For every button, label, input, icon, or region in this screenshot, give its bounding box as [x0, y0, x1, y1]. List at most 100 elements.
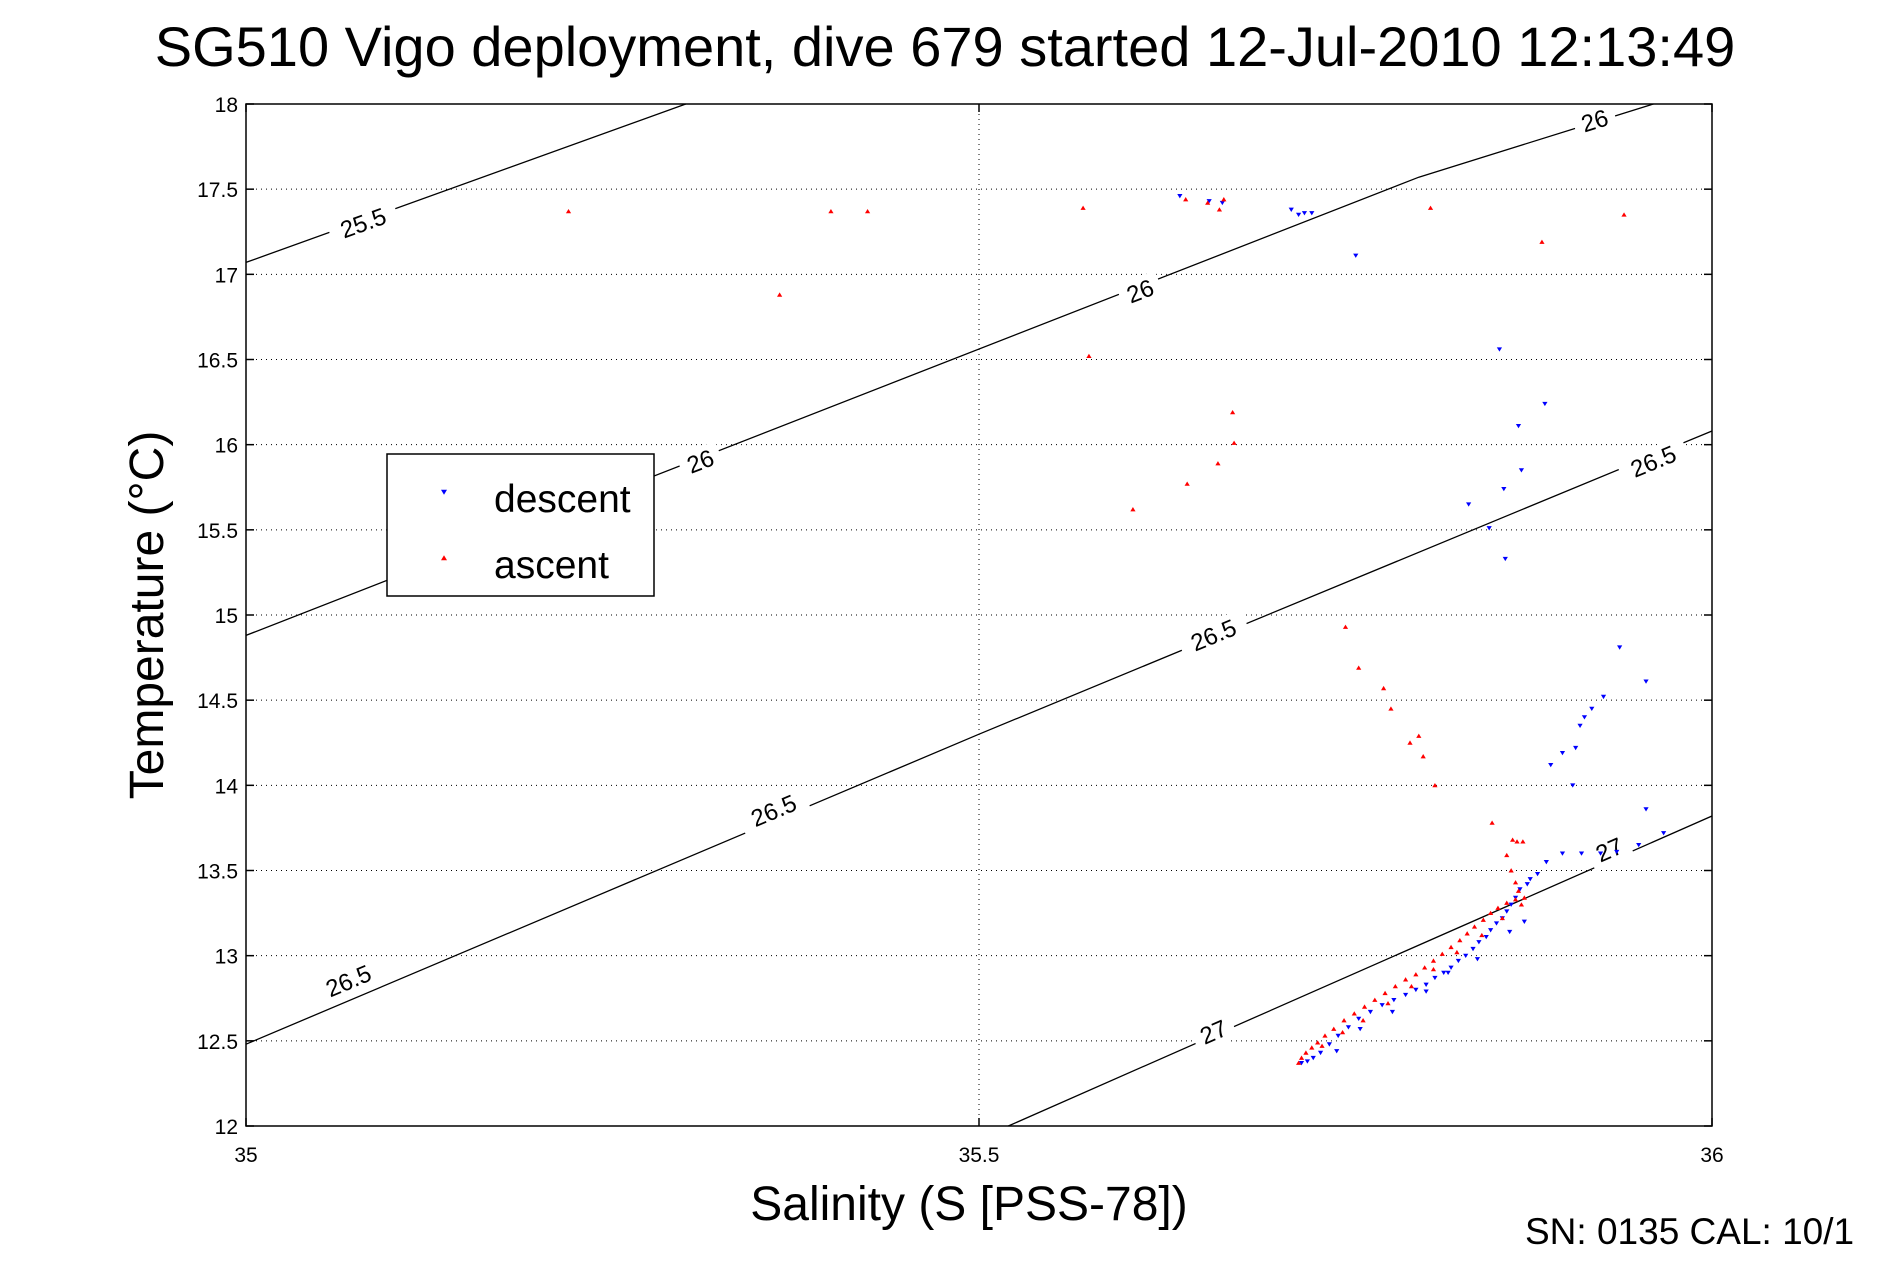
ascent-point: [1403, 977, 1409, 982]
descent-point: [1423, 982, 1429, 987]
descent-point: [1304, 1059, 1310, 1064]
ascent-point: [1432, 782, 1438, 788]
ascent-point: [1341, 1018, 1347, 1023]
ascent-point: [1183, 197, 1189, 202]
legend-box: [386, 453, 655, 597]
ascent-point: [1339, 1029, 1346, 1035]
ascent-point: [1489, 820, 1495, 825]
x-tick-label: 36: [1700, 1144, 1723, 1167]
contour-label-group: 27: [1188, 1011, 1239, 1054]
contour-label-mask: [310, 954, 387, 1008]
ascent-point: [1388, 706, 1394, 711]
ascent-point: [1539, 239, 1545, 244]
ascent-point: [1416, 733, 1422, 738]
ascent-point: [1184, 481, 1190, 486]
ascent-point: [1413, 972, 1419, 977]
descent-point: [1455, 958, 1461, 964]
ascent-point: [1080, 205, 1086, 210]
descent-point: [1486, 526, 1492, 531]
descent-point: [1334, 1049, 1340, 1054]
descent-point: [1488, 928, 1494, 933]
descent-point: [1600, 694, 1607, 700]
ascent-point: [1372, 997, 1378, 1002]
ascent-point: [777, 292, 783, 297]
y-tick-label: 17: [215, 264, 238, 287]
ascent-point: [1499, 915, 1505, 921]
descent-point: [1470, 946, 1476, 952]
descent-point: [1367, 1009, 1374, 1015]
y-tick-label: 12.5: [197, 1031, 238, 1054]
descent-point: [1534, 871, 1541, 877]
y-tick-label: 15: [215, 605, 238, 628]
ascent-point: [1319, 1043, 1325, 1048]
ascent-point: [828, 208, 834, 214]
descent-point: [1581, 715, 1588, 720]
descent-point: [1483, 934, 1489, 940]
ascent-point: [1351, 1011, 1357, 1016]
y-tick-label: 16: [215, 435, 238, 458]
ascent-point: [1315, 1040, 1321, 1045]
descent-point: [1295, 212, 1302, 218]
descent-point: [1474, 957, 1481, 962]
ascent-point: [1621, 212, 1627, 217]
ascent-point: [1457, 937, 1463, 943]
descent-point: [1463, 953, 1469, 959]
contour-label-mask: [1584, 828, 1635, 872]
contour-line-26-5: [245, 430, 1713, 1045]
descent-point: [1310, 1055, 1316, 1061]
descent-point: [1335, 1033, 1341, 1039]
x-tick-label: 35.5: [959, 1144, 1000, 1167]
ascent-point: [1495, 905, 1501, 910]
ascent-point: [1480, 917, 1486, 922]
descent-point: [1524, 882, 1530, 887]
contour-label-mask: [675, 441, 726, 483]
ascent-point: [1479, 932, 1485, 938]
ascent-point: [1382, 990, 1388, 996]
y-tick-label: 15.5: [197, 520, 238, 543]
descent-point: [1597, 851, 1604, 856]
legend: descent ascent: [386, 453, 655, 597]
ascent-point: [1205, 200, 1211, 205]
descent-point: [1441, 970, 1447, 976]
descent-point: [1309, 211, 1315, 216]
descent-point: [1527, 877, 1533, 882]
descent-point: [1466, 502, 1472, 507]
ascent-point: [565, 208, 572, 214]
ascent-point: [1331, 1026, 1337, 1031]
ascent-point: [1454, 949, 1460, 955]
y-axis-label: Temperature (°C): [121, 431, 174, 800]
descent-point: [1508, 902, 1514, 907]
ascent-point: [1407, 740, 1413, 745]
descent-point: [1507, 929, 1513, 935]
ascent-point: [1508, 868, 1514, 873]
ascent-point: [1322, 1033, 1328, 1038]
descent-point: [1570, 783, 1576, 788]
descent-point: [1445, 970, 1451, 976]
descent-point: [1559, 751, 1566, 756]
serial-calibration-footer: SN: 0135 CAL: 10/1: [1525, 1211, 1854, 1252]
ascent-point: [1381, 685, 1387, 691]
descent-point: [1177, 194, 1183, 199]
contour-label-mask: [1615, 435, 1692, 489]
ascent-point: [1439, 951, 1445, 956]
ascent-point: [1515, 888, 1522, 893]
descent-point: [1589, 706, 1595, 712]
descent-point: [1413, 987, 1419, 993]
y-tick-label: 13.5: [197, 861, 238, 884]
ascent-point: [864, 208, 871, 214]
descent-point: [1496, 347, 1503, 352]
grid-lines: [246, 104, 1712, 1126]
ascent-point: [1385, 1001, 1391, 1006]
descent-point: [1661, 831, 1667, 836]
descent-point: [1542, 401, 1548, 407]
ascent-point: [1488, 910, 1494, 916]
y-tick-label: 16.5: [197, 350, 238, 373]
axis-ticks: 35 35.5 36 12 12.5 13 13.5 14 14.5 15 15.5 16 16.5 17…: [197, 94, 1724, 1167]
y-tick-label: 14.5: [197, 690, 238, 713]
contour-label-mask: [1175, 609, 1252, 662]
descent-point: [1219, 200, 1225, 206]
ascent-point: [1360, 1018, 1366, 1023]
contour-label-mask: [1570, 101, 1619, 141]
ascent-point: [1427, 205, 1434, 210]
